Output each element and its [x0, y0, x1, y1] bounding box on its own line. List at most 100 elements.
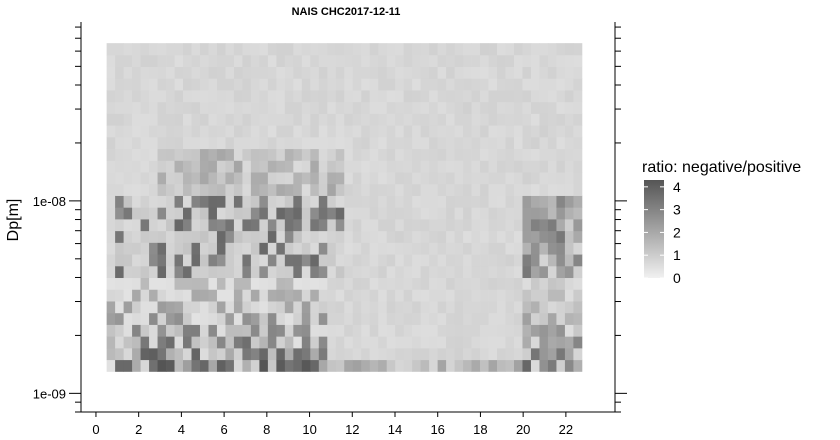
heatmap-cell	[505, 277, 515, 290]
heatmap-cell	[225, 289, 235, 302]
heatmap-cell	[454, 148, 464, 161]
heatmap-cell	[276, 160, 286, 173]
heatmap-cell	[556, 66, 566, 79]
heatmap-cell	[505, 113, 515, 126]
heatmap-cell	[216, 265, 226, 279]
heatmap-cell	[463, 172, 472, 185]
heatmap-cell	[403, 136, 413, 150]
heatmap-cell	[115, 219, 125, 232]
heatmap-cell	[157, 172, 167, 185]
heatmap-cell	[446, 312, 455, 325]
heatmap-cell	[420, 301, 430, 314]
heatmap-cell	[284, 242, 294, 255]
heatmap-cell	[530, 301, 540, 314]
heatmap-cell	[556, 148, 566, 161]
heatmap-cell	[301, 195, 311, 208]
heatmap-cell	[233, 148, 243, 161]
heatmap-cell	[216, 219, 226, 232]
heatmap-cell	[318, 301, 328, 314]
heatmap-cell	[454, 136, 464, 150]
heatmap-cell	[225, 113, 235, 126]
heatmap-cell	[242, 172, 252, 185]
heatmap-cell	[318, 265, 328, 279]
heatmap-cell	[420, 148, 430, 161]
heatmap-cell	[505, 347, 515, 361]
heatmap-cell	[429, 277, 439, 290]
heatmap-cell	[301, 43, 311, 56]
heatmap-cell	[157, 113, 167, 126]
heatmap-cell	[183, 172, 192, 185]
heatmap-cell	[310, 359, 320, 372]
heatmap-cell	[115, 359, 125, 372]
heatmap-cell	[446, 277, 455, 290]
heatmap-cell	[420, 125, 430, 138]
heatmap-cell	[369, 113, 379, 126]
heatmap-cell	[140, 312, 150, 325]
heatmap-cell	[522, 336, 532, 349]
heatmap-cell	[420, 265, 430, 279]
heatmap-cell	[446, 172, 455, 185]
heatmap-cell	[352, 277, 362, 290]
heatmap-cell	[149, 195, 158, 208]
heatmap-cell	[420, 289, 430, 302]
heatmap-cell	[267, 324, 277, 337]
heatmap-cell	[412, 301, 422, 314]
heatmap-cell	[318, 148, 328, 161]
heatmap-cell	[539, 113, 549, 126]
heatmap-cell	[344, 101, 354, 114]
heatmap-cell	[174, 289, 184, 302]
heatmap-cell	[514, 265, 523, 279]
heatmap-cell	[547, 43, 557, 56]
x-tick-label: 20	[516, 422, 530, 437]
heatmap-cell	[403, 148, 413, 161]
heatmap-cell	[412, 136, 422, 150]
heatmap-cell	[174, 359, 184, 372]
heatmap-cell	[573, 301, 583, 314]
heatmap-cell	[556, 90, 566, 103]
heatmap-cell	[573, 359, 583, 372]
heatmap-cell	[149, 101, 158, 114]
heatmap-cell	[276, 113, 286, 126]
heatmap-cell	[293, 101, 303, 114]
heatmap-cell	[369, 160, 379, 173]
heatmap-cell	[199, 347, 209, 361]
heatmap-cell	[420, 336, 430, 349]
x-tick-label: 4	[178, 422, 185, 437]
heatmap-cell	[250, 230, 260, 243]
heatmap-cell	[301, 301, 311, 314]
heatmap-cell	[471, 230, 481, 243]
heatmap-cell	[420, 54, 430, 67]
heatmap-cell	[488, 230, 498, 243]
heatmap-cell	[123, 265, 133, 279]
heatmap-cell	[293, 359, 303, 372]
heatmap-cell	[480, 125, 489, 138]
heatmap-cell	[259, 312, 269, 325]
heatmap-cell	[395, 66, 405, 79]
heatmap-cell	[488, 160, 498, 173]
heatmap-cell	[514, 336, 523, 349]
heatmap-cell	[395, 136, 405, 150]
heatmap-cell	[429, 54, 439, 67]
heatmap-cell	[115, 277, 125, 290]
heatmap-cell	[361, 148, 371, 161]
heatmap-cell	[284, 183, 294, 196]
heatmap-cell	[564, 78, 574, 91]
heatmap-cell	[174, 195, 184, 208]
heatmap-cell	[293, 183, 303, 196]
y-tick-label: 1e-08	[33, 194, 66, 209]
heatmap-cell	[166, 136, 175, 150]
heatmap-cell	[395, 207, 405, 220]
heatmap-cell	[395, 90, 405, 103]
heatmap-cell	[123, 66, 133, 79]
heatmap-cell	[259, 101, 269, 114]
heatmap-cell	[259, 230, 269, 243]
heatmap-cell	[301, 219, 311, 232]
heatmap-cell	[395, 113, 405, 126]
heatmap-cell	[463, 336, 472, 349]
heatmap-cell	[386, 78, 396, 91]
heatmap-cell	[183, 265, 192, 279]
heatmap-cell	[191, 148, 201, 161]
legend-tick-label: 3	[673, 202, 681, 218]
heatmap-cell	[174, 66, 184, 79]
